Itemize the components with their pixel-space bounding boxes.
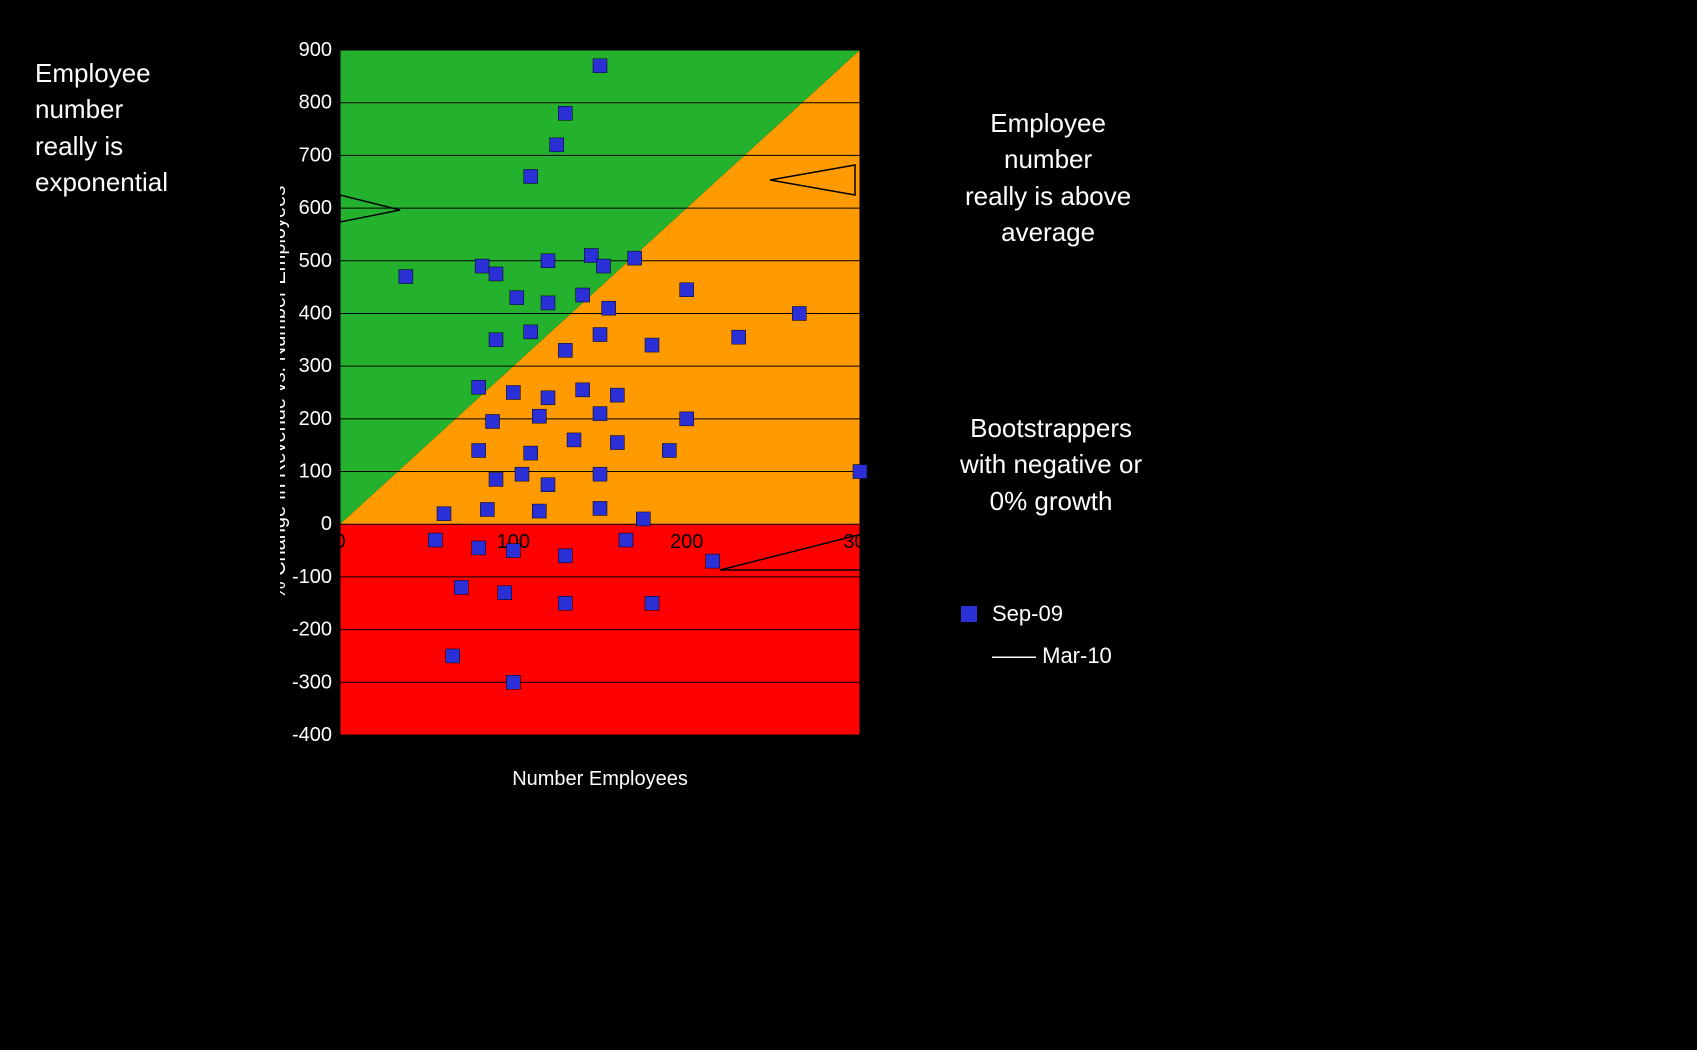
data-point — [399, 270, 413, 284]
data-point — [541, 391, 555, 405]
scatter-chart: -400-300-200-100010020030040050060070080… — [280, 40, 890, 810]
data-point — [619, 533, 633, 547]
annotation-employee-above-average: Employee number really is above average — [965, 105, 1131, 251]
data-point — [610, 388, 624, 402]
data-point — [550, 138, 564, 152]
data-point — [680, 412, 694, 426]
data-point — [480, 502, 494, 516]
annotation-line: Employee — [990, 108, 1106, 138]
data-point — [558, 106, 572, 120]
annotation-line: with negative or — [960, 449, 1142, 479]
y-tick-label: 800 — [299, 92, 332, 114]
annotation-line: average — [1001, 217, 1095, 247]
y-tick-label: -400 — [292, 724, 332, 746]
data-point — [593, 501, 607, 515]
data-point — [498, 586, 512, 600]
data-point — [558, 549, 572, 563]
y-tick-label: 200 — [299, 408, 332, 430]
data-point — [576, 288, 590, 302]
data-point — [524, 446, 538, 460]
data-point — [506, 544, 520, 558]
data-point — [645, 596, 659, 610]
annotation-line: number — [1004, 144, 1092, 174]
annotation-line: Employee — [35, 58, 151, 88]
x-axis-label: Number Employees — [512, 768, 688, 790]
annotation-employee-exponential: Employee number really is exponential — [35, 55, 168, 201]
data-point — [602, 301, 616, 315]
data-point — [593, 59, 607, 73]
y-tick-label: 400 — [299, 302, 332, 324]
x-tick-label: 200 — [670, 531, 703, 553]
annotation-line: Bootstrappers — [970, 413, 1132, 443]
data-point — [472, 380, 486, 394]
data-point — [792, 306, 806, 320]
legend-label: Sep-09 — [992, 593, 1063, 635]
data-point — [541, 478, 555, 492]
y-tick-label: 300 — [299, 355, 332, 377]
data-point — [558, 343, 572, 357]
data-point — [610, 436, 624, 450]
y-axis-label: % Change In Revenue vs. Number Employees — [280, 186, 290, 600]
data-point — [472, 443, 486, 457]
data-point — [732, 330, 746, 344]
y-tick-label: 600 — [299, 197, 332, 219]
data-point — [636, 512, 650, 526]
data-point — [532, 409, 546, 423]
data-point — [596, 259, 610, 273]
data-point — [472, 541, 486, 555]
legend: Sep-09—— Mar-10 — [960, 593, 1112, 677]
y-tick-label: 500 — [299, 250, 332, 272]
data-point — [853, 465, 867, 479]
annotation-line: 0% growth — [990, 486, 1113, 516]
annotation-line: exponential — [35, 167, 168, 197]
data-point — [645, 338, 659, 352]
annotation-line: number — [35, 94, 123, 124]
data-point — [489, 333, 503, 347]
data-point — [510, 291, 524, 305]
legend-label: —— Mar-10 — [992, 635, 1112, 677]
data-point — [706, 554, 720, 568]
legend-item: —— Mar-10 — [960, 635, 1112, 677]
data-point — [437, 507, 451, 521]
data-point — [489, 472, 503, 486]
y-tick-label: 700 — [299, 144, 332, 166]
data-point — [593, 467, 607, 481]
data-point — [475, 259, 489, 273]
y-tick-label: -200 — [292, 619, 332, 641]
data-point — [506, 386, 520, 400]
data-point — [486, 414, 500, 428]
data-point — [593, 328, 607, 342]
chart-svg: -400-300-200-100010020030040050060070080… — [280, 40, 890, 805]
data-point — [628, 251, 642, 265]
legend-item: Sep-09 — [960, 593, 1112, 635]
data-point — [576, 383, 590, 397]
y-tick-label: 100 — [299, 461, 332, 483]
data-point — [446, 649, 460, 663]
y-tick-label: -100 — [292, 566, 332, 588]
data-point — [680, 283, 694, 297]
data-point — [524, 169, 538, 183]
data-point — [541, 296, 555, 310]
data-point — [454, 580, 468, 594]
y-tick-label: -300 — [292, 671, 332, 693]
y-tick-label: 0 — [321, 513, 332, 535]
data-point — [489, 267, 503, 281]
data-point — [506, 675, 520, 689]
data-point — [662, 443, 676, 457]
data-point — [593, 407, 607, 421]
data-point — [515, 467, 529, 481]
data-point — [541, 254, 555, 268]
annotation-line: really is above — [965, 181, 1131, 211]
data-point — [524, 325, 538, 339]
data-point — [428, 533, 442, 547]
data-point — [558, 596, 572, 610]
legend-swatch — [960, 605, 978, 623]
data-point — [532, 504, 546, 518]
y-tick-label: 900 — [299, 40, 332, 61]
data-point — [567, 433, 581, 447]
annotation-bootstrappers: Bootstrappers with negative or 0% growth — [960, 410, 1142, 519]
x-tick-label: 0 — [334, 531, 345, 553]
annotation-line: really is — [35, 131, 123, 161]
